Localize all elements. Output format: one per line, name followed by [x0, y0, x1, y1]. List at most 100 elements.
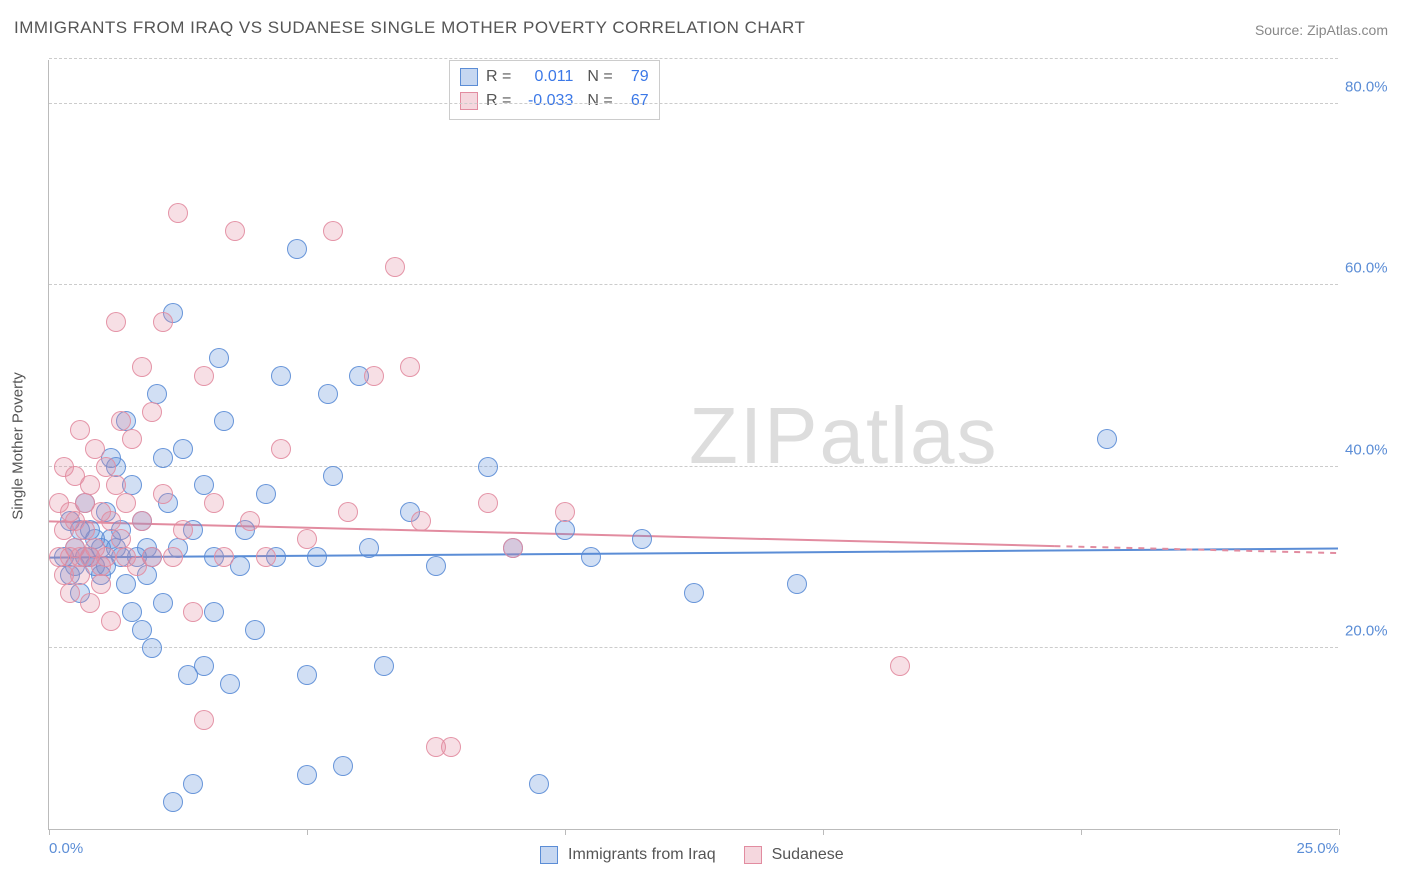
scatter-point-sudanese [106, 475, 126, 495]
scatter-point-sudanese [385, 257, 405, 277]
scatter-point-sudanese [96, 547, 116, 567]
scatter-point-sudanese [194, 366, 214, 386]
scatter-point-sudanese [132, 357, 152, 377]
r-label: R = [486, 65, 511, 89]
x-tick-mark [823, 829, 824, 835]
scatter-point-iraq [147, 384, 167, 404]
scatter-point-sudanese [183, 602, 203, 622]
n-value-sudanese: 67 [621, 89, 649, 113]
scatter-point-iraq [153, 593, 173, 613]
scatter-point-sudanese [194, 710, 214, 730]
legend-swatch-iraq [540, 846, 558, 864]
scatter-point-iraq [214, 411, 234, 431]
scatter-point-iraq [333, 756, 353, 776]
gridline [49, 284, 1338, 285]
n-label: N = [587, 89, 612, 113]
scatter-point-iraq [183, 774, 203, 794]
scatter-point-sudanese [142, 547, 162, 567]
scatter-point-sudanese [441, 737, 461, 757]
scatter-point-iraq [163, 792, 183, 812]
y-axis-label: Single Mother Poverty [10, 372, 27, 520]
scatter-point-iraq [204, 602, 224, 622]
scatter-point-iraq [132, 620, 152, 640]
scatter-point-iraq [142, 638, 162, 658]
gridline [49, 58, 1338, 59]
scatter-point-iraq [374, 656, 394, 676]
scatter-point-iraq [323, 466, 343, 486]
stats-row-iraq: R =0.011N =79 [460, 65, 649, 89]
scatter-point-iraq [529, 774, 549, 794]
trend-lines [49, 60, 1338, 829]
legend-label-iraq: Immigrants from Iraq [568, 846, 716, 864]
scatter-point-sudanese [142, 402, 162, 422]
scatter-point-sudanese [153, 484, 173, 504]
gridline [49, 647, 1338, 648]
scatter-point-sudanese [96, 457, 116, 477]
scatter-point-sudanese [101, 611, 121, 631]
scatter-point-sudanese [91, 574, 111, 594]
scatter-point-sudanese [364, 366, 384, 386]
scatter-point-sudanese [323, 221, 343, 241]
scatter-point-iraq [555, 520, 575, 540]
r-label: R = [486, 89, 511, 113]
r-value-iraq: 0.011 [519, 65, 573, 89]
scatter-point-sudanese [240, 511, 260, 531]
scatter-point-sudanese [85, 439, 105, 459]
scatter-point-iraq [256, 484, 276, 504]
source-attribution: Source: ZipAtlas.com [1255, 22, 1388, 38]
y-tick-label: 60.0% [1345, 260, 1400, 277]
scatter-point-iraq [245, 620, 265, 640]
scatter-point-iraq [359, 538, 379, 558]
scatter-point-iraq [194, 656, 214, 676]
x-tick-mark [307, 829, 308, 835]
scatter-point-sudanese [80, 475, 100, 495]
scatter-point-iraq [307, 547, 327, 567]
correlation-stats-box: R =0.011N =79R =-0.033N =67 [449, 60, 660, 120]
scatter-point-sudanese [163, 547, 183, 567]
y-tick-label: 80.0% [1345, 79, 1400, 96]
scatter-point-iraq [153, 448, 173, 468]
scatter-point-sudanese [555, 502, 575, 522]
scatter-point-sudanese [411, 511, 431, 531]
scatter-point-iraq [297, 665, 317, 685]
r-value-sudanese: -0.033 [519, 89, 573, 113]
scatter-point-sudanese [111, 411, 131, 431]
scatter-point-sudanese [400, 357, 420, 377]
scatter-point-iraq [787, 574, 807, 594]
scatter-point-iraq [122, 602, 142, 622]
scatter-point-iraq [287, 239, 307, 259]
y-tick-label: 20.0% [1345, 622, 1400, 639]
swatch-iraq [460, 68, 478, 86]
scatter-point-sudanese [225, 221, 245, 241]
scatter-point-iraq [426, 556, 446, 576]
scatter-point-sudanese [80, 593, 100, 613]
scatter-point-sudanese [271, 439, 291, 459]
chart-title: IMMIGRANTS FROM IRAQ VS SUDANESE SINGLE … [14, 18, 805, 38]
scatter-point-sudanese [890, 656, 910, 676]
trend-line-sudanese-dashed [1054, 546, 1338, 553]
scatter-point-sudanese [503, 538, 523, 558]
scatter-point-sudanese [75, 520, 95, 540]
gridline [49, 466, 1338, 467]
y-tick-label: 40.0% [1345, 441, 1400, 458]
scatter-point-sudanese [173, 520, 193, 540]
plot-area: ZIPatlas R =0.011N =79R =-0.033N =67 20.… [48, 60, 1338, 830]
swatch-sudanese [460, 92, 478, 110]
scatter-point-sudanese [297, 529, 317, 549]
scatter-point-sudanese [256, 547, 276, 567]
scatter-point-iraq [220, 674, 240, 694]
scatter-point-sudanese [60, 583, 80, 603]
gridline [49, 103, 1338, 104]
x-tick-mark [1339, 829, 1340, 835]
scatter-point-sudanese [338, 502, 358, 522]
scatter-point-sudanese [132, 511, 152, 531]
watermark: ZIPatlas [689, 390, 998, 482]
scatter-point-iraq [581, 547, 601, 567]
scatter-point-sudanese [101, 511, 121, 531]
n-label: N = [587, 65, 612, 89]
legend-swatch-sudanese [744, 846, 762, 864]
scatter-point-iraq [478, 457, 498, 477]
legend-label-sudanese: Sudanese [772, 846, 844, 864]
scatter-point-iraq [173, 439, 193, 459]
scatter-point-sudanese [70, 420, 90, 440]
